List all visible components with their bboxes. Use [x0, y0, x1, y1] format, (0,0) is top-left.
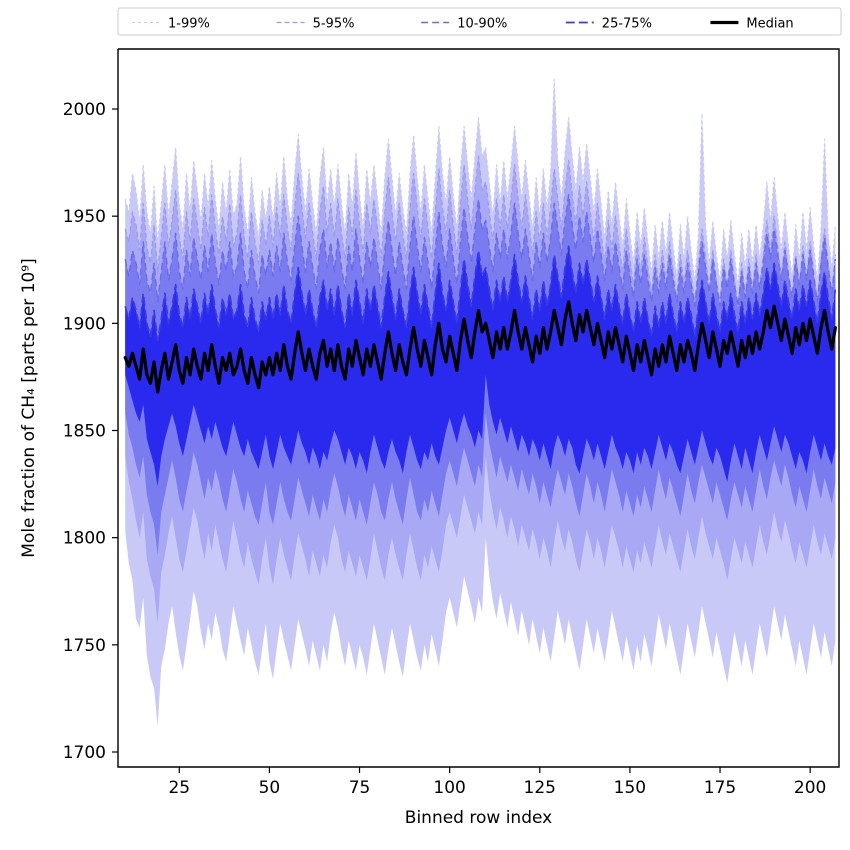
y-tick-label: 1900 — [63, 314, 106, 334]
axis-tick-labels: 1700 1750 1800 1850 1900 1950 2000 25 50 75 100 125… — [63, 100, 827, 798]
edge-upper-25-75 — [124, 245, 837, 342]
x-tick-label: 150 — [614, 778, 646, 798]
axes-frame — [117, 48, 840, 768]
x-tick-label: 25 — [168, 778, 190, 798]
legend-label: 25-75% — [602, 17, 652, 32]
percentile-bands — [125, 79, 836, 727]
x-tick-label: 125 — [524, 778, 556, 798]
legend-label: 1-99% — [168, 17, 210, 32]
axis-ticks — [112, 108, 811, 773]
axes-spines — [117, 48, 840, 768]
y-tick-label: 1700 — [63, 743, 106, 763]
band-25-75 — [125, 246, 836, 487]
legend-box — [117, 7, 842, 36]
legend-label: 10-90% — [457, 17, 507, 32]
y-axis-title: Mole fraction of CH₄ [parts per 10⁹] — [19, 258, 39, 558]
legend-item-median[interactable]: Median — [710, 17, 794, 32]
axis-titles: Binned row index Mole fraction of CH₄ [p… — [19, 258, 552, 828]
legend[interactable]: 1-99% 5-95% 10-90% 25-75% Median — [117, 7, 842, 36]
x-tick-label: 100 — [433, 778, 465, 798]
legend-item-10-90[interactable]: 10-90% — [421, 17, 507, 32]
median-series-line — [123, 300, 837, 394]
edge-upper-1-99 — [124, 78, 836, 286]
x-tick-label: 175 — [704, 778, 736, 798]
legend-item-5-95[interactable]: 5-95% — [276, 17, 355, 32]
legend-label: 5-95% — [313, 17, 355, 32]
x-tick-label: 75 — [349, 778, 371, 798]
percentile-edge-lines — [124, 78, 837, 342]
y-tick-label: 1750 — [63, 636, 106, 656]
y-tick-label: 1850 — [63, 422, 106, 442]
x-tick-label: 200 — [794, 778, 826, 798]
legend-label: Median — [746, 17, 793, 32]
edge-upper-10-90 — [124, 194, 837, 307]
x-axis-title: Binned row index — [405, 808, 552, 828]
x-tick-label: 50 — [259, 778, 281, 798]
legend-item-1-99[interactable]: 1-99% — [132, 17, 210, 32]
legend-item-25-75[interactable]: 25-75% — [565, 17, 652, 32]
y-tick-label: 2000 — [63, 100, 106, 120]
median-line — [123, 300, 837, 394]
y-tick-label: 1950 — [63, 207, 106, 227]
edge-upper-5-95 — [124, 155, 836, 307]
y-tick-label: 1800 — [63, 529, 106, 549]
